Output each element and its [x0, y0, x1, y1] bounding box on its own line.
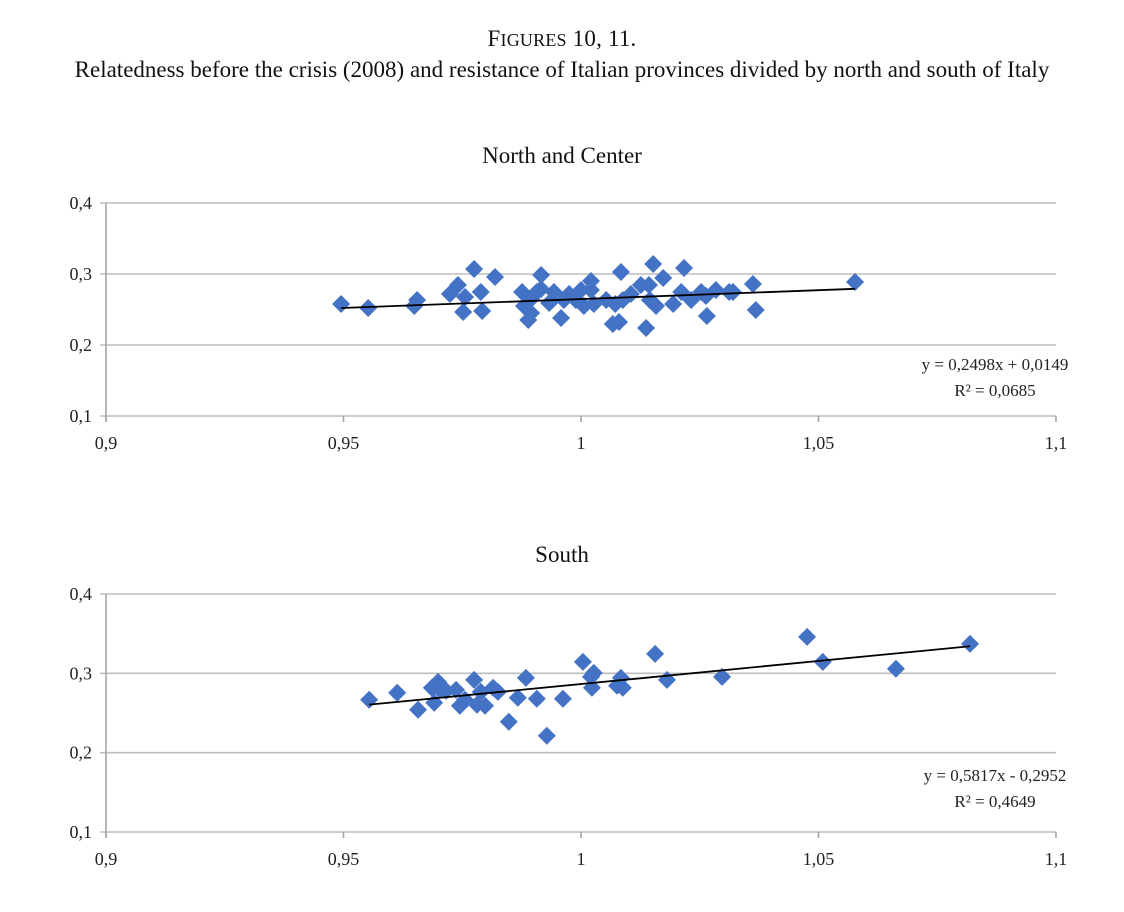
trendline — [341, 287, 856, 309]
y-tick-label: 0,2 — [70, 743, 93, 763]
data-point — [798, 627, 817, 646]
data-point — [409, 700, 428, 719]
data-point — [532, 279, 551, 298]
data-point — [486, 267, 505, 286]
x-tick-label: 1,05 — [803, 433, 835, 453]
data-point — [610, 312, 628, 331]
x-tick-label: 0,95 — [328, 849, 360, 869]
y-tick-label: 0,4 — [70, 193, 93, 213]
data-point — [611, 263, 630, 282]
data-point — [553, 689, 572, 708]
data-point — [813, 652, 832, 671]
data-point — [437, 681, 456, 700]
figure-label-smallcaps: IGURES — [500, 30, 567, 50]
data-point — [516, 668, 535, 687]
y-tick-label: 0,3 — [70, 264, 93, 284]
data-point — [654, 268, 673, 287]
data-point — [508, 688, 527, 707]
data-point — [644, 254, 663, 273]
y-tick-label: 0,1 — [70, 822, 93, 842]
trendline — [369, 645, 971, 706]
data-point — [359, 299, 378, 318]
data-point — [537, 726, 556, 745]
data-point — [447, 680, 466, 699]
data-point — [465, 260, 484, 279]
data-point — [584, 663, 603, 682]
data-point — [473, 301, 492, 320]
x-tick-label: 1 — [577, 433, 586, 453]
figure-label-prefix: F — [487, 26, 501, 51]
y-tick-label: 0,4 — [70, 584, 93, 604]
data-point — [573, 652, 592, 671]
data-point — [448, 276, 467, 295]
data-point — [581, 272, 600, 291]
y-tick-label: 0,3 — [70, 663, 93, 683]
data-point — [527, 689, 546, 708]
data-point — [621, 285, 640, 304]
data-point — [532, 265, 551, 284]
figure-label: FIGURES 10, 11. — [0, 26, 1124, 52]
data-point — [572, 280, 590, 299]
x-tick-label: 1 — [577, 849, 586, 869]
data-point — [713, 667, 732, 686]
data-point — [456, 288, 475, 307]
figure-title: Relatedness before the crisis (2008) and… — [74, 57, 1050, 82]
trendline-equation: y = 0,5817x - 0,2952 — [924, 766, 1067, 785]
chart-title-north: North and Center — [482, 143, 642, 168]
data-point — [454, 302, 473, 321]
x-tick-label: 0,9 — [95, 433, 118, 453]
data-point — [746, 300, 765, 319]
r-squared-label: R² = 0,0685 — [954, 381, 1035, 400]
x-tick-label: 1,1 — [1045, 849, 1068, 869]
data-point — [613, 678, 632, 697]
trendline-equation: y = 0,2498x + 0,0149 — [922, 355, 1069, 374]
x-tick-label: 0,95 — [328, 433, 360, 453]
data-point — [743, 275, 762, 294]
data-point — [724, 283, 742, 302]
data-point — [552, 309, 571, 328]
data-point — [465, 670, 484, 689]
data-point — [675, 258, 694, 277]
data-point — [886, 659, 905, 678]
y-tick-label: 0,2 — [70, 335, 93, 355]
data-point — [846, 273, 865, 292]
y-tick-label: 0,1 — [70, 406, 93, 426]
figure-label-numbers: 10, 11. — [566, 26, 637, 51]
data-point — [388, 683, 407, 702]
data-point — [664, 295, 683, 314]
data-point — [471, 283, 490, 302]
data-point — [646, 644, 665, 663]
data-point — [522, 289, 541, 308]
data-point — [637, 319, 656, 338]
data-point — [360, 690, 379, 709]
data-point — [476, 696, 495, 715]
x-tick-label: 1,05 — [803, 849, 835, 869]
x-tick-label: 1,1 — [1045, 433, 1068, 453]
chart-title-south: South — [535, 542, 589, 567]
data-point — [961, 634, 980, 653]
x-tick-label: 0,9 — [95, 849, 118, 869]
data-point — [522, 303, 541, 322]
scatter-chart-north: 0,1 0,2 0,3 0,4 0,9 0,95 1 1,05 1,1 y = 0,2498x +… — [70, 193, 1069, 453]
r-squared-label: R² = 0,4649 — [954, 792, 1035, 811]
data-point — [697, 307, 716, 326]
data-point — [499, 712, 518, 731]
data-point — [639, 276, 658, 295]
